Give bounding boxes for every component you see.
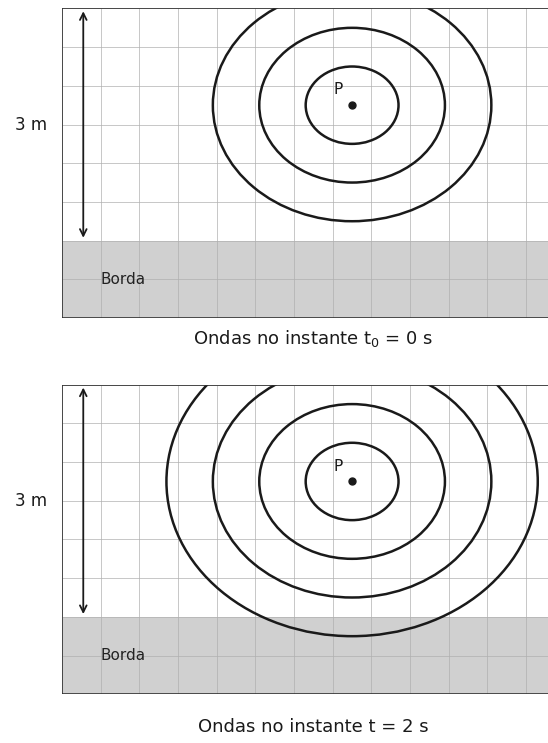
Text: P: P xyxy=(333,82,342,97)
Text: Borda: Borda xyxy=(101,272,146,287)
Text: P: P xyxy=(333,458,342,474)
Text: Ondas no instante t$_0$ = 0 s: Ondas no instante t$_0$ = 0 s xyxy=(193,328,433,348)
Text: Borda: Borda xyxy=(101,648,146,663)
Text: 3 m: 3 m xyxy=(15,492,47,510)
Bar xyxy=(62,617,548,694)
Text: 3 m: 3 m xyxy=(15,115,47,134)
Bar xyxy=(62,241,548,318)
Text: Ondas no instante t = 2 s: Ondas no instante t = 2 s xyxy=(198,718,429,736)
